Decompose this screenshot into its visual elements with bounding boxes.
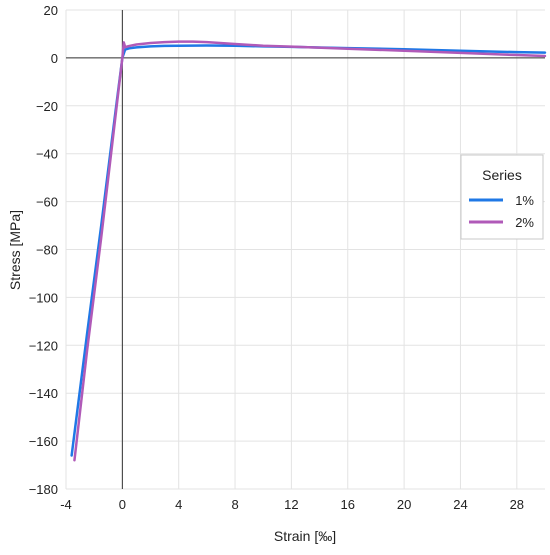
legend: Series 1% 2%	[460, 154, 544, 240]
legend-label-2pct: 2%	[515, 215, 534, 230]
series-layer	[70, 40, 547, 462]
axis-layer	[66, 10, 545, 489]
y-tick-label: −20	[36, 99, 58, 114]
x-tick-label: 16	[341, 497, 355, 512]
x-tick-label: 8	[231, 497, 238, 512]
y-tick-label: 20	[44, 3, 58, 18]
series-line-2pct	[73, 40, 547, 462]
y-tick-label: −120	[29, 338, 58, 353]
x-tick-label: 0	[119, 497, 126, 512]
x-axis-title: Strain [‰]	[274, 528, 336, 544]
y-tick-label: −80	[36, 243, 58, 258]
y-tick-label: −180	[29, 482, 58, 497]
y-tick-label: −40	[36, 147, 58, 162]
y-tick-label: 0	[51, 51, 58, 66]
tick-layer: -4 0 4 8 12 16 20 24 28 20 0 −20 −40 −60 −80 −100 −120 −1…	[29, 3, 524, 512]
legend-frame	[460, 154, 544, 240]
x-tick-label: 12	[284, 497, 298, 512]
y-tick-label: −100	[29, 290, 58, 305]
y-tick-label: −60	[36, 195, 58, 210]
x-tick-label: 20	[397, 497, 411, 512]
x-tick-label: 24	[453, 497, 467, 512]
grid-layer	[65, 9, 545, 490]
y-tick-label: −140	[29, 386, 58, 401]
series-line-1pct	[70, 44, 547, 457]
y-axis-title: Stress [MPa]	[7, 210, 23, 290]
x-tick-label: 28	[510, 497, 524, 512]
legend-label-1pct: 1%	[515, 193, 534, 208]
y-tick-label: −160	[29, 434, 58, 449]
x-tick-label: 4	[175, 497, 182, 512]
legend-title: Series	[482, 167, 522, 183]
x-tick-label: -4	[60, 497, 72, 512]
